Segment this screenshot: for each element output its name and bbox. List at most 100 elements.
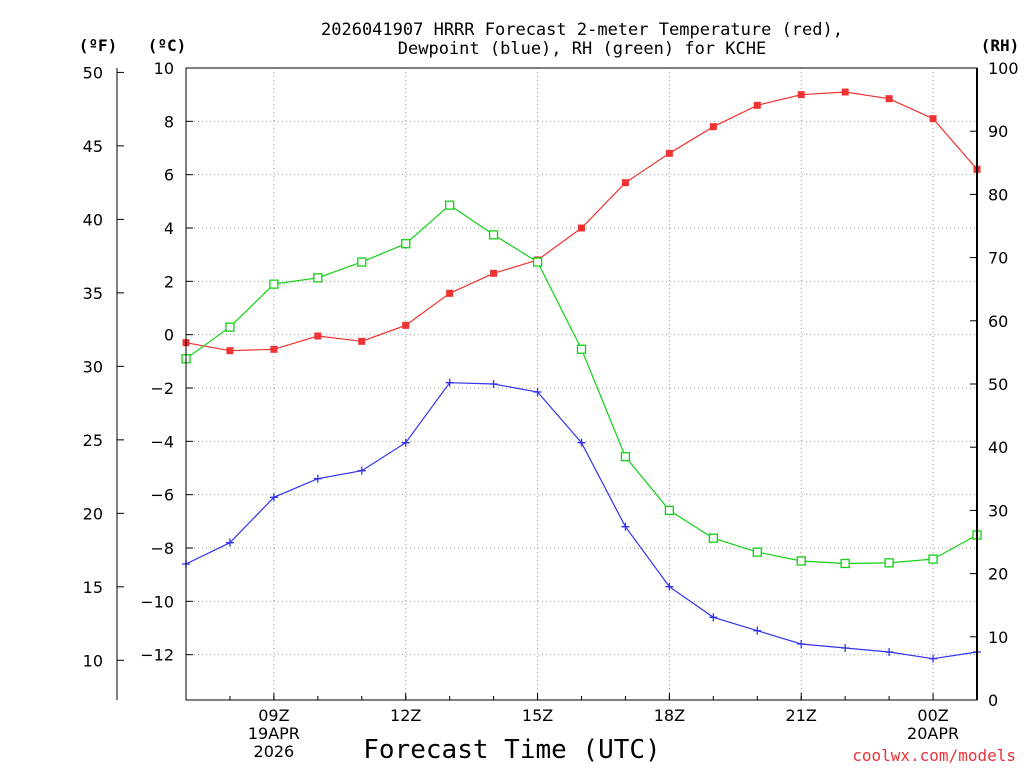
data-point [796,556,806,566]
rh-tick-label: 30 [988,501,1008,520]
celsius-tick-label: 4 [164,219,174,238]
rh-tick-label: 90 [988,122,1008,141]
data-point [401,438,410,447]
rh-tick-label: 100 [988,59,1019,78]
celsius-tick-label: 6 [164,166,174,185]
celsius-tick-label: −4 [150,432,174,451]
data-point [709,123,717,131]
data-point [490,269,498,277]
chart-title-line1: 2026041907 HRRR Forecast 2-meter Tempera… [321,20,843,40]
x-tick-label: 00Z [917,706,948,725]
data-point [532,257,543,267]
rh-tick-label: 70 [988,249,1008,268]
rh-tick-label: 20 [988,565,1008,584]
celsius-tick-label: 2 [164,272,174,291]
data-point [885,95,893,103]
fahrenheit-tick-label: 10 [83,651,103,670]
series-line [185,382,978,660]
data-point [664,505,675,516]
x-tick-label: 18Z [654,706,685,725]
data-series [181,88,982,663]
data-point [577,438,586,447]
rh-tick-label: 40 [988,438,1008,457]
rh-tick-label: 60 [988,312,1008,331]
x-tick-label: 2026 [254,742,295,761]
data-point [884,558,894,568]
data-point [357,257,367,267]
x-tick-label: 20APR [907,724,959,743]
data-point [708,533,718,543]
data-point [225,538,234,547]
series-rh [181,200,982,569]
fahrenheit-tick-label: 50 [83,63,103,82]
gridlines [186,68,977,700]
data-point [402,321,410,329]
data-point [576,344,587,354]
data-point [358,337,366,345]
data-point [929,654,938,663]
data-point [840,558,850,569]
fahrenheit-tick-label: 35 [83,284,103,303]
celsius-tick-label: −10 [140,592,174,611]
fahrenheit-tick-label: 20 [83,504,103,523]
x-tick-label: 09Z [258,706,289,725]
axes: 1086420−2−4−6−8−10−125045403530252015101… [83,59,1019,761]
fahrenheit-tick-label: 45 [83,137,103,156]
data-point [270,345,278,353]
fahrenheit-tick-label: 30 [83,357,103,376]
data-point [928,554,938,564]
data-point [709,613,718,622]
data-point [797,640,806,648]
data-point [313,474,322,483]
data-point [841,88,849,96]
plot-frame [185,67,978,701]
fahrenheit-tick-label: 40 [83,210,103,229]
data-point [225,322,235,332]
data-point [445,200,455,210]
data-point [841,644,850,652]
celsius-tick-label: 0 [164,326,174,345]
data-point [533,388,542,396]
data-point [488,230,499,240]
data-point [620,452,631,462]
rh-tick-label: 10 [988,628,1008,647]
credit-text: coolwx.com/models [852,746,1016,765]
fahrenheit-tick-label: 25 [83,431,103,450]
data-point [753,101,761,109]
data-point [665,582,674,591]
data-point [885,648,894,656]
data-point [621,522,630,531]
rh-tick-label: 0 [988,691,998,710]
celsius-unit-label: (ºC) [148,36,187,55]
rh-unit-label: (RH) [981,36,1020,55]
data-point [752,547,762,557]
series-line [185,204,978,565]
data-point [446,289,454,297]
data-point [929,115,937,123]
x-tick-label: 15Z [522,706,553,725]
fahrenheit-tick-label: 15 [83,578,103,597]
series-2-meter-temperature [182,88,981,355]
celsius-tick-label: −2 [150,379,174,398]
data-point [753,626,762,635]
data-point [269,493,278,502]
celsius-tick-label: −12 [140,646,174,665]
celsius-tick-label: 8 [164,112,174,131]
x-tick-label: 12Z [390,706,421,725]
data-point [445,378,454,387]
x-tick-label: 21Z [786,706,817,725]
data-point [665,149,673,157]
data-point [401,239,411,249]
data-point [578,224,585,232]
data-point [314,332,322,340]
celsius-tick-label: −6 [150,486,174,505]
x-tick-label: 19APR [248,724,300,743]
rh-tick-label: 80 [988,185,1008,204]
data-point [313,273,323,283]
fahrenheit-unit-label: (ºF) [79,36,118,55]
celsius-tick-label: −8 [150,539,174,558]
rh-tick-label: 50 [988,375,1008,394]
series-dewpoint [182,378,981,663]
data-point [357,466,366,475]
